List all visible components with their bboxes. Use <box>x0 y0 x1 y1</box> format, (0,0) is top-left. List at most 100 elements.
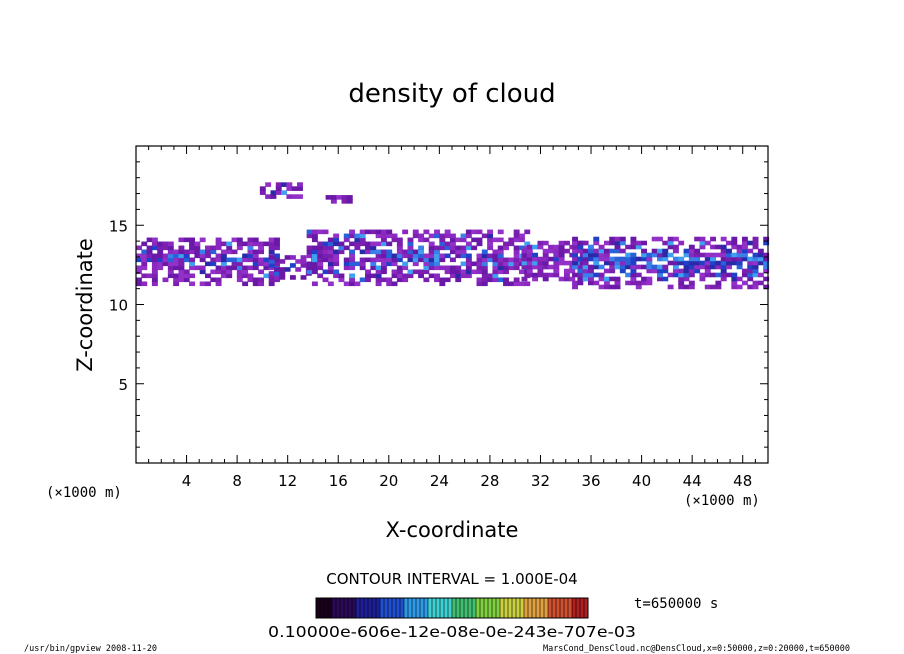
density-cell <box>317 253 324 259</box>
density-cell <box>151 241 158 247</box>
density-cell <box>359 249 366 255</box>
density-cell <box>497 237 504 243</box>
density-cell <box>577 272 584 278</box>
density-cell <box>322 257 329 263</box>
density-cell <box>333 233 340 239</box>
colorbar-swatch <box>480 598 485 618</box>
density-cell <box>136 269 142 275</box>
density-cell <box>588 264 594 270</box>
density-cell <box>747 264 754 270</box>
density-cell <box>449 269 456 275</box>
density-cell <box>359 241 366 247</box>
density-cell <box>375 229 382 235</box>
density-cell <box>434 257 440 263</box>
density-cell <box>258 249 265 255</box>
density-cell <box>167 245 174 251</box>
x-tick-labels: 4 8 12 16 20 24 28 32 36 40 44 48 <box>182 472 752 490</box>
density-cell <box>167 269 174 275</box>
density-cell <box>386 241 393 247</box>
density-cell <box>662 264 669 270</box>
density-cell <box>317 261 324 267</box>
density-cell <box>333 261 340 267</box>
density-cell <box>603 268 610 274</box>
x-tick-label: 48 <box>733 472 752 490</box>
density-cell <box>205 253 211 259</box>
density-cell <box>662 256 669 262</box>
colorbar-swatch <box>436 598 441 618</box>
density-cell <box>720 276 727 282</box>
density-cell <box>526 248 533 254</box>
density-cell <box>460 237 467 243</box>
density-cell <box>242 269 249 275</box>
density-cell <box>157 257 164 263</box>
density-cell <box>423 237 430 243</box>
density-cell <box>476 265 483 271</box>
density-cell <box>619 240 626 246</box>
density-cell <box>365 241 371 247</box>
density-cell <box>569 268 576 274</box>
density-cell <box>375 277 382 283</box>
density-cell <box>688 256 695 262</box>
density-cell <box>220 261 227 267</box>
density-cell <box>537 264 544 270</box>
colorbar-swatch <box>368 598 373 618</box>
density-cell <box>268 259 275 264</box>
density-cell <box>306 233 313 239</box>
density-cell <box>603 276 610 282</box>
colorbar-swatch <box>508 598 513 618</box>
y-tick-labels: 5 10 15 <box>109 217 128 394</box>
density-cell <box>460 261 467 267</box>
density-cell <box>521 256 528 262</box>
density-cell <box>460 249 467 255</box>
density-cell <box>710 260 717 266</box>
density-cell <box>588 252 594 258</box>
density-cell <box>380 233 387 239</box>
density-cell <box>136 253 142 259</box>
density-cell <box>333 253 340 259</box>
density-cell <box>375 257 382 263</box>
density-cell <box>265 182 272 187</box>
density-cell <box>338 249 345 255</box>
density-cell <box>521 260 528 266</box>
density-cell <box>747 240 754 246</box>
density-cell <box>300 263 307 268</box>
density-cell <box>460 233 467 239</box>
density-cell <box>210 249 217 255</box>
density-cell <box>641 280 648 286</box>
density-cell <box>704 260 711 266</box>
density-cell <box>428 257 435 263</box>
density-cell <box>226 257 233 263</box>
density-cell <box>625 272 632 278</box>
density-cell <box>558 260 565 266</box>
density-cell <box>306 253 313 259</box>
density-cell <box>178 257 185 263</box>
density-cell <box>327 241 334 247</box>
density-cell <box>252 261 259 267</box>
density-cell <box>715 260 722 266</box>
density-cell <box>418 253 425 259</box>
density-cell <box>226 249 233 255</box>
footer-left: /usr/bin/gpview 2008-11-20 <box>24 644 157 654</box>
density-cell <box>481 277 488 283</box>
density-cell <box>231 249 238 255</box>
density-cell <box>558 252 565 258</box>
density-cell <box>542 260 549 266</box>
density-cell <box>683 248 690 254</box>
density-cell <box>199 257 206 263</box>
density-cell <box>343 245 350 251</box>
density-cell <box>386 233 393 239</box>
density-cell <box>215 281 222 287</box>
density-cell <box>672 264 679 270</box>
density-cell <box>704 252 711 258</box>
density-cell <box>503 277 509 283</box>
density-cell <box>678 240 685 246</box>
density-cell <box>715 280 722 286</box>
density-cell <box>205 273 211 279</box>
density-cell <box>279 259 286 264</box>
density-cell <box>178 237 185 243</box>
density-cell <box>513 261 520 267</box>
density-cell <box>252 253 259 259</box>
density-cell <box>524 281 531 287</box>
density-cell <box>672 272 679 278</box>
density-cell <box>268 263 275 268</box>
